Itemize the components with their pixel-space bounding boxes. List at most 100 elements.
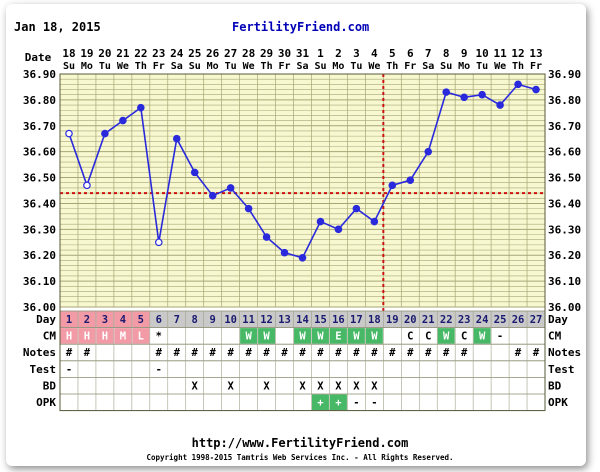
y-tick-label-right: 36.50	[548, 172, 581, 185]
weekday-tick-label: Mo	[81, 61, 93, 72]
temperature-point	[262, 233, 271, 241]
row-cell-fill	[60, 311, 78, 328]
y-tick-label-right: 36.10	[548, 275, 581, 288]
temperature-point	[280, 248, 289, 257]
temperature-point	[514, 80, 522, 89]
row-cell-text: #	[227, 347, 234, 359]
row-cell-text: X	[227, 380, 234, 392]
row-cell-fill	[329, 394, 347, 411]
y-tick-label-right: 36.40	[548, 197, 581, 210]
footer-url-link[interactable]: http://www.FertilityFriend.com	[191, 436, 409, 450]
row-cell-text: #	[515, 347, 522, 359]
cycle-day-label: 1	[66, 314, 72, 326]
row-cell-text: H	[66, 331, 72, 343]
row-cell-text: X	[335, 380, 342, 392]
date-tick-label: 31	[296, 47, 310, 60]
row-cell-fill	[329, 328, 347, 344]
weekday-tick-label: Fr	[530, 61, 542, 72]
weekday-tick-label: We	[117, 61, 129, 72]
row-cell-text: X	[353, 380, 360, 392]
y-tick-label-left: 36.10	[23, 275, 56, 288]
row-cell-text: #	[210, 347, 217, 359]
cycle-day-label: 3	[102, 314, 108, 326]
date-tick-label: 12	[511, 47, 524, 60]
date-tick-label: 24	[170, 47, 184, 60]
date-tick-label: 1	[317, 47, 324, 60]
row-cell-text: H	[84, 331, 90, 343]
row-cell-text: -	[156, 364, 162, 376]
row-cell-text: #	[371, 347, 378, 359]
row-cell-text: #	[317, 347, 324, 359]
weekday-tick-label: Th	[261, 61, 273, 72]
row-cell-text: X	[263, 380, 270, 392]
row-cell-text: #	[66, 347, 73, 359]
cycle-day-label: 22	[440, 314, 453, 326]
cycle-day-label: 2	[84, 314, 90, 326]
row-cell-text: #	[156, 347, 163, 359]
date-tick-label: 29	[260, 47, 273, 60]
date-tick-label: 25	[188, 47, 201, 60]
weekday-tick-label: Su	[63, 61, 75, 72]
y-tick-label-right: 36.20	[548, 249, 581, 262]
row-cell-text: #	[245, 347, 252, 359]
temperature-point	[406, 176, 415, 184]
row-cell-text: X	[317, 380, 324, 392]
y-tick-label-left: 36.40	[23, 197, 56, 210]
temperature-point	[460, 93, 468, 102]
row-cell-text: #	[353, 347, 360, 359]
date-tick-label: 18	[62, 47, 75, 60]
row-cell-fill	[114, 311, 132, 328]
row-cell-text: M	[120, 331, 126, 343]
date-tick-label: 7	[425, 47, 432, 60]
row-cell-text: #	[192, 347, 199, 359]
row-cell-text: W	[443, 331, 450, 343]
y-tick-label-right: 36.80	[548, 94, 581, 107]
temperature-point	[424, 147, 433, 156]
temperature-point	[244, 204, 253, 213]
chart-frame	[59, 73, 546, 412]
cycle-day-label: 20	[404, 314, 417, 326]
temperature-point	[119, 116, 127, 125]
date-tick-label: 19	[80, 47, 93, 60]
cycle-day-label: 10	[224, 314, 237, 326]
y-tick-label-right: 36.00	[548, 301, 581, 314]
weekday-tick-label: Mo	[207, 61, 219, 72]
row-cell-fill	[473, 328, 491, 344]
row-cell-fill	[96, 328, 114, 344]
temperature-point	[226, 184, 235, 192]
day-row-bar	[60, 311, 545, 328]
row-cell-text: #	[263, 347, 270, 359]
row-cell-fill	[132, 311, 150, 328]
temperature-point	[352, 204, 361, 213]
weekday-tick-label: Sa	[171, 61, 183, 72]
weekday-tick-label: Tu	[476, 61, 488, 72]
row-label-right: OPK	[548, 396, 568, 409]
row-cell-fill	[311, 328, 329, 344]
row-cell-fill	[114, 328, 132, 344]
site-title-link[interactable]: FertilityFriend.com	[232, 20, 370, 34]
chart-date: Jan 18, 2015	[14, 20, 101, 34]
cycle-day-label: 24	[476, 314, 489, 326]
row-label-left: Notes	[23, 346, 56, 359]
row-cell-fill	[78, 328, 96, 344]
row-cell-fill	[365, 328, 383, 344]
weekday-tick-label: We	[494, 61, 506, 72]
cycle-day-label: 23	[458, 314, 471, 326]
weekday-tick-label: We	[243, 61, 255, 72]
y-tick-label-right: 36.90	[548, 68, 581, 81]
row-label-left: Test	[30, 363, 57, 376]
cycle-day-label: 12	[260, 314, 273, 326]
weekday-tick-label: Tu	[350, 61, 362, 72]
cycle-day-label: 9	[210, 314, 216, 326]
row-cell-text: W	[317, 331, 324, 343]
row-cell-text: *	[156, 331, 162, 343]
temperature-point	[208, 191, 217, 200]
row-cell-fill	[78, 311, 96, 328]
date-tick-label: 4	[371, 47, 378, 60]
temperature-point	[388, 181, 397, 190]
weekday-tick-label: Th	[512, 61, 524, 72]
row-cell-text: #	[533, 347, 540, 359]
row-cell-text: W	[263, 331, 270, 343]
y-tick-label-left: 36.60	[23, 146, 56, 159]
row-label-left: Day	[36, 313, 56, 326]
